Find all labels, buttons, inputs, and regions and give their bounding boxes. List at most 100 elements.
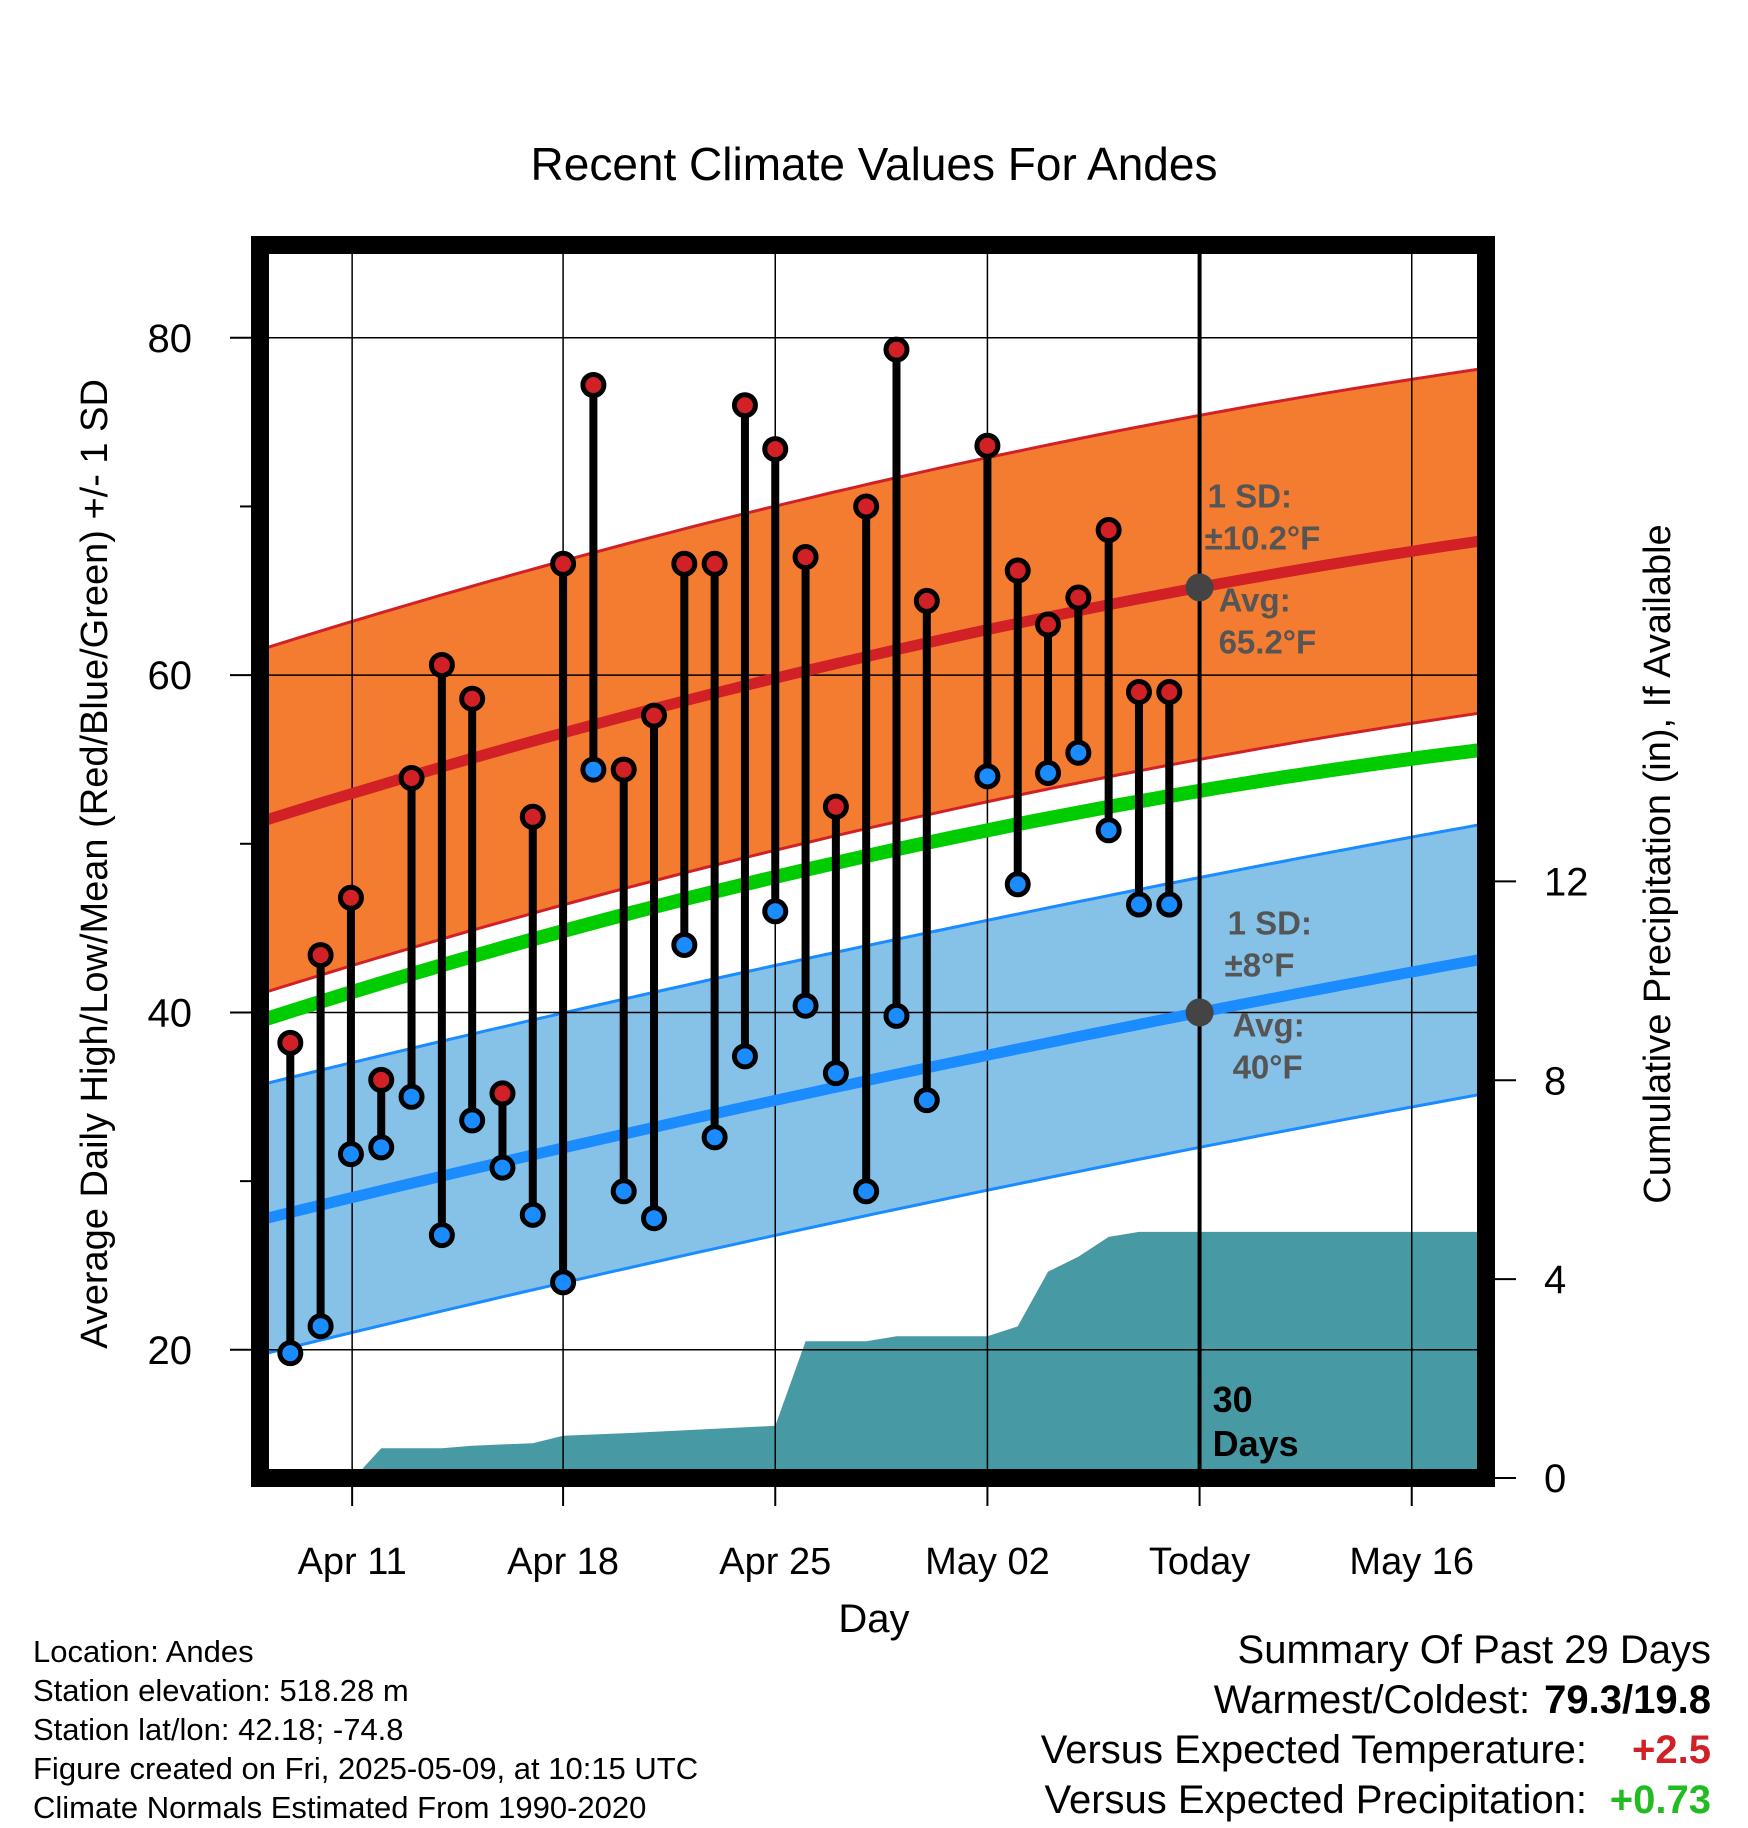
daily-low-point (883, 1002, 910, 1029)
y2-tick-label: 0 (1544, 1457, 1566, 1501)
daily-low-point (1004, 871, 1031, 898)
summary-heading: Summary Of Past 29 Days (1237, 1628, 1711, 1672)
daily-low-point (913, 1087, 940, 1114)
warmest-value: 79.3/19.8 (1544, 1678, 1711, 1722)
daily-high-point (822, 793, 849, 820)
low-band-upper (260, 822, 1486, 1087)
daily-low-point (731, 1043, 758, 1070)
daily-high-point (337, 884, 364, 911)
daily-low-point (428, 1222, 455, 1249)
daily-low-point (580, 756, 607, 783)
plot-area: 1 SD: ±10.2°F Avg: 65.2°F 1 SD: ±8°F Avg: 40°F 3… (148, 236, 1589, 1583)
daily-high-point (428, 651, 455, 678)
daily-high-point (1065, 584, 1092, 611)
daily-high-point (641, 702, 668, 729)
precip-label: Versus Expected Precipitation: (1044, 1778, 1587, 1822)
daily-low-point (1035, 759, 1062, 786)
x-tick-label: Apr 18 (507, 1541, 619, 1583)
daily-high-point (913, 587, 940, 614)
daily-high-point (974, 432, 1001, 459)
high-band-upper (260, 366, 1486, 652)
daily-high-point (1125, 678, 1152, 705)
today-low-avg-marker (1185, 998, 1214, 1027)
temp-label: Versus Expected Temperature: (1040, 1728, 1587, 1772)
location-text: Location: Andes (33, 1634, 254, 1669)
y-tick-label: 20 (148, 1329, 193, 1373)
daily-low-point (337, 1141, 364, 1168)
temp-value: +2.5 (1632, 1728, 1711, 1772)
daily-high-point (489, 1080, 516, 1107)
precip-value: +0.73 (1609, 1778, 1711, 1822)
daily-high-point (792, 544, 819, 571)
daily-low-point (1095, 817, 1122, 844)
daily-low-point (1065, 739, 1092, 766)
daily-high-point (671, 550, 698, 577)
normals-text: Climate Normals Estimated From 1990-2020 (33, 1790, 647, 1825)
x-axis-label: Day (838, 1597, 909, 1641)
x-tick-label: May 16 (1349, 1541, 1474, 1583)
daily-low-point (368, 1134, 395, 1161)
high-sd-value: ±10.2°F (1205, 519, 1321, 556)
low-avg-label: Avg: (1233, 1006, 1305, 1043)
daily-low-point (519, 1201, 546, 1228)
daily-high-point (701, 550, 728, 577)
normal-high-line (260, 534, 1486, 828)
low-sd-value: ±8°F (1225, 946, 1295, 983)
high-sd-label: 1 SD: (1208, 477, 1292, 514)
daily-high-point (762, 436, 789, 463)
daily-high-point (610, 756, 637, 783)
daily-high-point (459, 685, 486, 712)
y-tick-label: 60 (148, 654, 193, 698)
x-tick-label: Apr 11 (298, 1541, 407, 1583)
chart-title: Recent Climate Values For Andes (531, 138, 1218, 190)
warmest-label: Warmest/Coldest: (1213, 1678, 1531, 1722)
daily-high-point (398, 765, 425, 792)
y-tick-label: 40 (148, 991, 193, 1035)
daily-high-point (853, 493, 880, 520)
summary-panel: Summary Of Past 29 Days Warmest/Coldest:… (1041, 1625, 1711, 1825)
daily-low-point (307, 1313, 334, 1340)
daily-high-point (1156, 678, 1183, 705)
high-avg-label: Avg: (1219, 581, 1291, 618)
daily-low-point (853, 1178, 880, 1205)
daily-low-point (701, 1124, 728, 1151)
daily-high-point (277, 1029, 304, 1056)
daily-low-point (398, 1083, 425, 1110)
daily-high-point (1004, 557, 1031, 584)
daily-low-point (762, 898, 789, 925)
daily-low-point (459, 1107, 486, 1134)
daily-low-point (792, 992, 819, 1019)
summary-warmest-row: Warmest/Coldest: 79.3/19.8 (1041, 1675, 1711, 1725)
daily-high-point (368, 1066, 395, 1093)
y-axis-label: Average Daily High/Low/Mean (Red/Blue/Gr… (74, 379, 116, 1349)
days-annotation-word: Days (1213, 1423, 1299, 1464)
station-metadata: Location: Andes Station elevation: 518.2… (33, 1632, 698, 1827)
daily-low-point (489, 1154, 516, 1181)
daily-high-point (307, 942, 334, 969)
daily-low-point (974, 763, 1001, 790)
y-tick-label: 80 (148, 317, 193, 361)
daily-low-point (671, 931, 698, 958)
daily-high-point (550, 550, 577, 577)
normal-low-line (260, 953, 1486, 1226)
daily-high-point (1095, 517, 1122, 544)
low-avg-value: 40°F (1233, 1048, 1303, 1085)
y2-tick-label: 12 (1544, 860, 1589, 904)
daily-low-point (610, 1178, 637, 1205)
daily-high-point (883, 336, 910, 363)
latlon-text: Station lat/lon: 42.18; -74.8 (33, 1712, 404, 1747)
high-band-lower (260, 710, 1486, 996)
daily-low-point (641, 1205, 668, 1232)
daily-high-point (580, 371, 607, 398)
daily-low-point (1125, 891, 1152, 918)
high-avg-value: 65.2°F (1219, 623, 1317, 660)
daily-high-point (731, 392, 758, 419)
y2-axis-label: Cumulative Precipitation (in), If Availa… (1637, 524, 1679, 1203)
y2-tick-label: 8 (1544, 1059, 1566, 1103)
precip-area (353, 1231, 1486, 1478)
x-tick-label: Today (1149, 1541, 1250, 1583)
low-band-lower (260, 1091, 1486, 1357)
daily-high-point (1035, 611, 1062, 638)
elevation-text: Station elevation: 518.28 m (33, 1673, 409, 1708)
